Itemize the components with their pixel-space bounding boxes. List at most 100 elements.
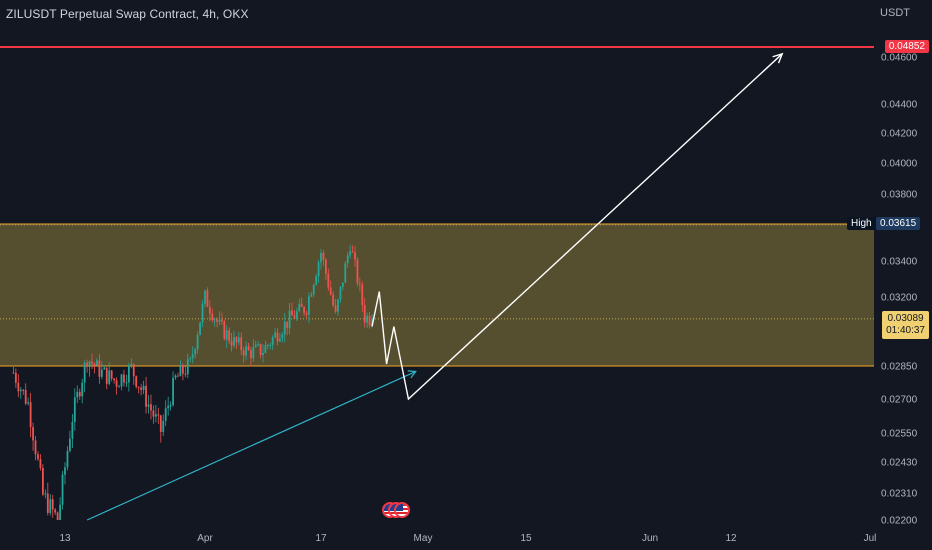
candle-body-110	[281, 334, 284, 339]
candle-body-127	[322, 253, 325, 260]
candle-body-2	[17, 382, 20, 392]
candle-body-36	[100, 369, 103, 377]
x-tick-label-5: Jun	[642, 533, 658, 544]
candle-body-131	[332, 294, 335, 306]
candle-body-12	[41, 467, 44, 495]
candle-body-7	[29, 402, 32, 428]
candle-body-132	[334, 305, 337, 312]
candle-body-65	[172, 377, 174, 406]
candle-body-41	[113, 378, 116, 381]
candle-body-31	[88, 361, 91, 367]
y-tick-label-2: 0.04200	[881, 129, 918, 140]
candle-body-75	[196, 334, 199, 350]
candle-body-144	[363, 305, 366, 323]
price-axis-unit: USDT	[880, 7, 910, 19]
bar-countdown: 01:40:37	[886, 324, 925, 336]
range-zone	[0, 224, 874, 366]
candle-body-98	[252, 347, 255, 359]
candle-body-133	[337, 299, 339, 312]
candle-body-55	[147, 404, 150, 407]
candle-body-67	[177, 375, 179, 377]
y-tick-label-5: 0.03400	[881, 257, 918, 268]
candle-body-136	[344, 263, 347, 283]
candle-body-123	[312, 284, 315, 295]
candle-body-39	[108, 370, 111, 384]
candle-body-47	[127, 365, 130, 383]
x-tick-label-6: 12	[725, 533, 737, 544]
candle-body-61	[162, 420, 165, 432]
candle-body-16	[51, 499, 54, 510]
chart-title: ZILUSDT Perpetual Swap Contract, 4h, OKX	[6, 7, 249, 21]
y-tick-label-4: 0.03800	[881, 190, 918, 201]
y-tick-label-11: 0.02310	[881, 489, 918, 500]
x-tick-label-3: May	[414, 533, 433, 544]
y-tick-label-7: 0.02850	[881, 362, 918, 373]
current-price: 0.03089	[887, 312, 924, 324]
candle-body-126	[320, 253, 322, 263]
candle-body-84	[218, 319, 221, 322]
candle-body-101	[259, 343, 262, 356]
candle-body-9	[34, 440, 37, 455]
candle-body-106	[271, 337, 274, 345]
candle-body-49	[132, 364, 135, 377]
x-tick-label-2: 17	[315, 533, 327, 544]
x-tick-label-1: Apr	[197, 533, 213, 544]
candle-body-86	[223, 321, 226, 340]
candle-body-22	[66, 450, 69, 468]
candle-body-83	[216, 319, 218, 322]
candle-body-58	[154, 414, 157, 417]
candle-body-71	[186, 359, 189, 375]
candle-body-1	[14, 372, 17, 383]
candle-body-76	[199, 322, 201, 335]
candle-body-21	[64, 467, 66, 475]
candle-body-33	[93, 363, 96, 366]
candle-body-4	[22, 389, 25, 391]
candle-body-115	[293, 315, 296, 319]
candle-body-122	[310, 294, 313, 297]
candle-body-44	[120, 374, 123, 387]
candle-body-59	[157, 414, 160, 416]
resistance-price-tag: 0.04852	[884, 40, 929, 53]
trendline-arrowhead	[407, 370, 417, 379]
candle-body-90	[233, 337, 235, 346]
candle-body-50	[135, 376, 138, 387]
candle-body-66	[174, 375, 177, 378]
candle-body-43	[118, 386, 120, 388]
candle-body-96	[247, 346, 250, 351]
candle-body-77	[201, 303, 204, 323]
candle-body-145	[366, 315, 369, 323]
candle-body-119	[303, 306, 305, 314]
projection-path	[371, 53, 783, 401]
y-tick-label-0: 0.04600	[881, 53, 918, 64]
candle-body-8	[32, 427, 34, 441]
us-flag-icon[interactable]	[394, 502, 410, 518]
candle-body-141	[356, 259, 359, 284]
candle-body-108	[276, 332, 279, 342]
candle-body-81	[211, 313, 214, 321]
candle-body-10	[37, 454, 39, 460]
candle-body-23	[69, 438, 71, 451]
candle-body-142	[358, 283, 361, 285]
candle-body-85	[221, 319, 223, 322]
y-tick-label-10: 0.02430	[881, 458, 918, 469]
candle-body-45	[123, 374, 125, 383]
economic-events[interactable]	[382, 502, 416, 520]
candle-body-118	[300, 303, 303, 307]
candle-body-139	[351, 251, 354, 253]
candle-body-46	[125, 382, 128, 384]
candle-body-99	[254, 344, 257, 348]
candle-body-109	[279, 338, 281, 342]
candle-body-117	[298, 303, 301, 312]
candle-body-42	[115, 380, 118, 387]
candle-body-14	[46, 493, 49, 513]
candle-body-70	[184, 373, 187, 375]
support-trendline	[86, 370, 416, 521]
candle-body-15	[49, 499, 52, 513]
candle-body-56	[150, 404, 152, 411]
candle-body-97	[250, 350, 252, 359]
candle-body-137	[346, 255, 349, 264]
candle-body-27	[78, 391, 81, 397]
projection-arrowhead	[772, 52, 784, 64]
